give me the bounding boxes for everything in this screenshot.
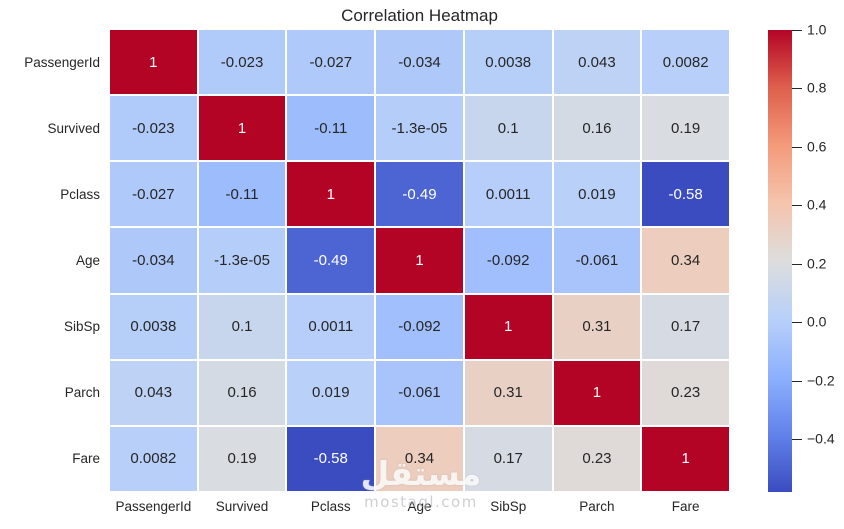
- colorbar-tick-label: 0.2: [807, 255, 827, 272]
- colorbar-tick-mark: [792, 30, 802, 31]
- heatmap-cell: -0.061: [553, 228, 641, 293]
- colorbar-tick-mark: [792, 322, 802, 324]
- x-tick-label: PassengerId: [115, 498, 192, 514]
- colorbar: [768, 30, 792, 492]
- heatmap-cell: -0.034: [110, 228, 197, 293]
- heatmap-cell: -0.11: [198, 162, 286, 227]
- heatmap-cell: 0.0038: [110, 294, 197, 359]
- colorbar-tick-label: 0.0: [807, 314, 827, 331]
- heatmap-cell: 0.1: [464, 96, 552, 161]
- chart-title: Correlation Heatmap: [341, 6, 498, 25]
- x-axis-tick-labels: PassengerId Survived Pclass Age SibSp Parch Fa…: [110, 496, 729, 516]
- heatmap-cell: 0.019: [287, 360, 375, 425]
- x-tick-label: Fare: [671, 498, 700, 514]
- y-tick-label: PassengerId: [24, 55, 100, 71]
- heatmap-cell: 1: [376, 228, 463, 293]
- heatmap-cell: 0.19: [198, 426, 286, 491]
- colorbar-tick-label: −0.4: [807, 431, 835, 448]
- colorbar-tick-label: −0.2: [807, 372, 835, 389]
- heatmap-cell: 0.0011: [464, 162, 552, 227]
- heatmap-cell: 0.34: [376, 426, 463, 491]
- y-tick-label: Age: [75, 252, 100, 268]
- heatmap-cell: 0.0011: [287, 294, 375, 359]
- x-tick-label: SibSp: [490, 498, 527, 514]
- heatmap-cell: 0.16: [553, 96, 641, 161]
- colorbar-tick-label: 0.8: [807, 80, 827, 97]
- heatmap-cell: -0.023: [198, 30, 286, 95]
- y-tick-label: SibSp: [63, 318, 100, 334]
- colorbar-tick-mark: [792, 146, 802, 148]
- heatmap-cell: 0.0082: [642, 30, 729, 95]
- heatmap-cell: 1: [287, 162, 375, 227]
- heatmap-cell: -0.49: [287, 228, 375, 293]
- heatmap-cell: 1: [553, 360, 641, 425]
- heatmap-cell: 0.043: [553, 30, 641, 95]
- colorbar-tick-label: 0.6: [807, 138, 827, 155]
- heatmap-cell: 0.16: [198, 360, 286, 425]
- colorbar-tick-mark: [792, 380, 802, 382]
- colorbar-tick-mark: [792, 88, 802, 90]
- heatmap-cell: -0.061: [376, 360, 463, 425]
- heatmap-cell: 1: [642, 426, 729, 491]
- heatmap-cell: 0.31: [464, 360, 552, 425]
- heatmap-cell: -0.11: [287, 96, 375, 161]
- heatmap-cell: 0.23: [553, 426, 641, 491]
- x-tick-label: Survived: [215, 498, 269, 514]
- heatmap-cell: 0.19: [642, 96, 729, 161]
- heatmap-cell: 0.0082: [110, 426, 197, 491]
- x-tick-label: Pclass: [310, 498, 351, 514]
- colorbar-tick-mark: [792, 263, 802, 265]
- y-tick-label: Fare: [72, 450, 100, 466]
- heatmap-cell: -0.49: [376, 162, 463, 227]
- heatmap-cell: 1: [198, 96, 286, 161]
- heatmap-cell: -0.027: [110, 162, 197, 227]
- heatmap-cell: 0.043: [110, 360, 197, 425]
- x-tick-label: Parch: [579, 498, 615, 514]
- colorbar-tick-label: 1.0: [807, 21, 827, 38]
- heatmap-cell: -0.027: [287, 30, 375, 95]
- heatmap-cell: -1.3e-05: [376, 96, 463, 161]
- heatmap-cell: -1.3e-05: [198, 228, 286, 293]
- heatmap-cell: 0.019: [553, 162, 641, 227]
- heatmap-cell: -0.092: [464, 228, 552, 293]
- colorbar-tick-label: 0.4: [807, 197, 827, 214]
- y-tick-label: Survived: [47, 121, 100, 137]
- heatmap-cell: 0.17: [642, 294, 729, 359]
- heatmap-cell: 0.23: [642, 360, 729, 425]
- colorbar-tick-mark: [792, 439, 802, 441]
- heatmap-cell: 0.34: [642, 228, 729, 293]
- heatmap-cell: -0.023: [110, 96, 197, 161]
- heatmap-cell: 0.31: [553, 294, 641, 359]
- x-tick-label: Age: [407, 498, 432, 514]
- y-axis-tick-labels: PassengerId Survived Pclass Age SibSp Parch Fa…: [0, 30, 100, 491]
- heatmap-cell: 1: [110, 30, 197, 95]
- colorbar-tick-mark: [792, 205, 802, 207]
- heatmap-cell: 1: [464, 294, 552, 359]
- heatmap-cell: 0.17: [464, 426, 552, 491]
- heatmap-cell: -0.092: [376, 294, 463, 359]
- y-tick-label: Parch: [64, 384, 100, 400]
- heatmap-cell: -0.034: [376, 30, 463, 95]
- heatmap-cell: -0.58: [287, 426, 375, 491]
- heatmap-cell: -0.58: [642, 162, 729, 227]
- heatmap-cell: 0.1: [198, 294, 286, 359]
- y-tick-label: Pclass: [60, 187, 100, 203]
- heatmap-cell: 0.0038: [464, 30, 552, 95]
- heatmap-grid: 1 -0.023 -0.027 -0.034 0.0038 0.043 0.0082 -0.0…: [110, 30, 729, 491]
